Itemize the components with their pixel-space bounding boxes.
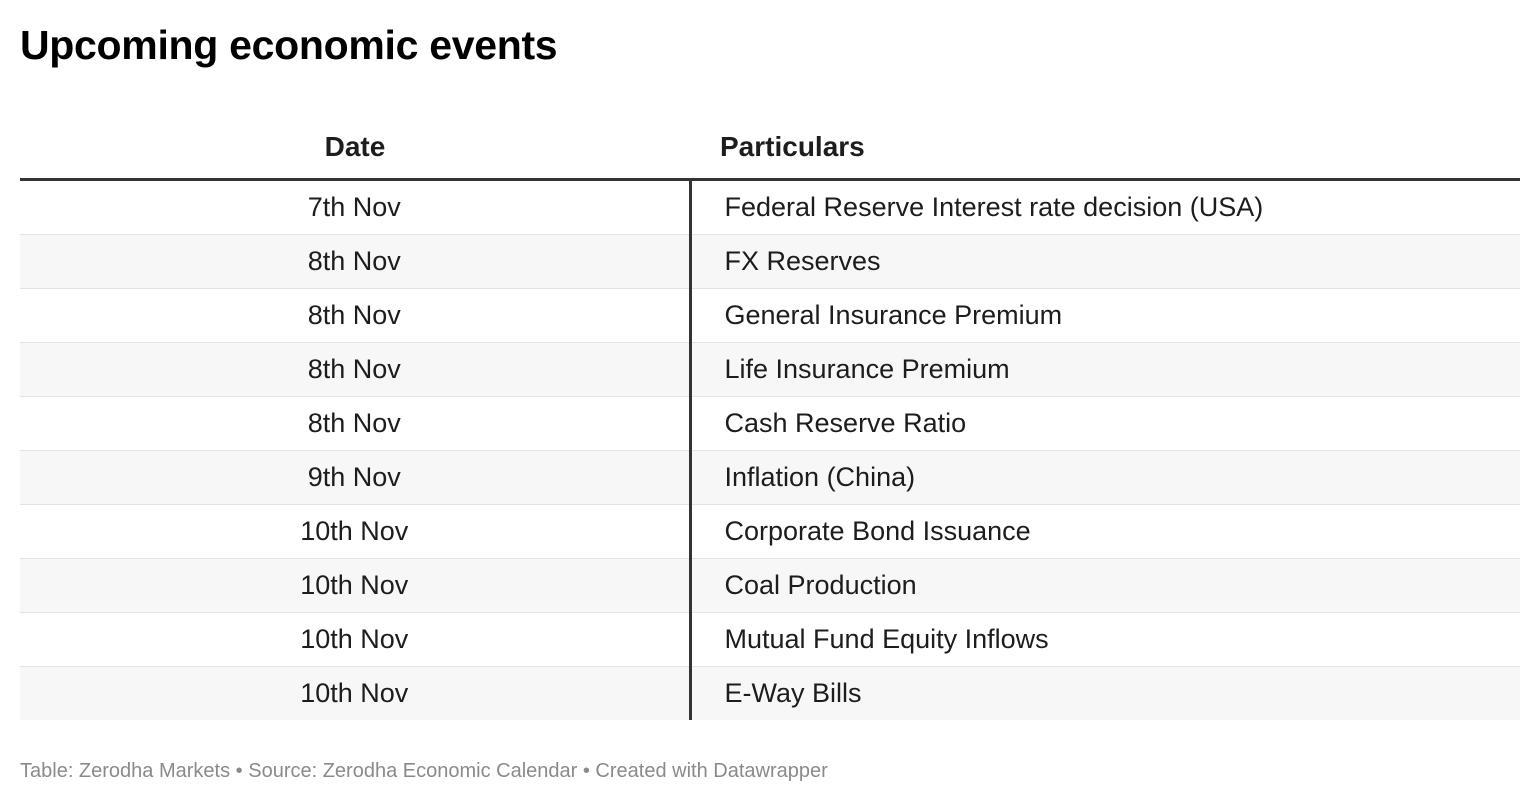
- cell-particulars: Inflation (China): [690, 450, 1520, 505]
- table-header: Date Particulars: [20, 116, 1520, 181]
- cell-particulars: General Insurance Premium: [690, 288, 1520, 343]
- cell-particulars: Federal Reserve Interest rate decision (…: [690, 179, 1520, 235]
- cell-date: 10th Nov: [20, 612, 692, 667]
- header-row: Date Particulars: [20, 116, 1520, 181]
- footer-separator: •: [577, 760, 596, 782]
- cell-particulars: Corporate Bond Issuance: [690, 504, 1520, 559]
- footer-source: Source: Zerodha Economic Calendar: [248, 760, 578, 782]
- table-row: 9th Nov Inflation (China): [20, 450, 1520, 505]
- table-row: 8th Nov FX Reserves: [20, 234, 1520, 289]
- cell-date: 7th Nov: [20, 179, 692, 235]
- column-header-particulars[interactable]: Particulars: [690, 116, 1520, 181]
- events-table-container: Date Particulars 7th Nov Federal Reserve …: [20, 116, 1520, 720]
- cell-particulars: Life Insurance Premium: [690, 342, 1520, 397]
- cell-particulars: Cash Reserve Ratio: [690, 396, 1520, 451]
- cell-particulars: E-Way Bills: [690, 666, 1520, 720]
- cell-date: 8th Nov: [20, 342, 692, 397]
- cell-date: 10th Nov: [20, 666, 692, 720]
- cell-date: 8th Nov: [20, 234, 692, 289]
- table-row: 10th Nov Coal Production: [20, 558, 1520, 613]
- cell-particulars: FX Reserves: [690, 234, 1520, 289]
- table-row: 8th Nov General Insurance Premium: [20, 288, 1520, 343]
- events-table: Date Particulars 7th Nov Federal Reserve …: [20, 116, 1520, 720]
- table-row: 8th Nov Life Insurance Premium: [20, 342, 1520, 397]
- cell-particulars: Mutual Fund Equity Inflows: [690, 612, 1520, 667]
- table-row: 10th Nov Corporate Bond Issuance: [20, 504, 1520, 559]
- cell-date: 8th Nov: [20, 396, 692, 451]
- footer-created-with: Created with Datawrapper: [595, 760, 828, 782]
- table-body: 7th Nov Federal Reserve Interest rate dec…: [20, 179, 1520, 720]
- chart-title: Upcoming economic events: [20, 22, 558, 68]
- cell-date: 10th Nov: [20, 504, 692, 559]
- table-row: 7th Nov Federal Reserve Interest rate dec…: [20, 179, 1520, 235]
- cell-date: 9th Nov: [20, 450, 692, 505]
- footer-separator: •: [230, 760, 249, 782]
- cell-particulars: Coal Production: [690, 558, 1520, 613]
- table-row: 8th Nov Cash Reserve Ratio: [20, 396, 1520, 451]
- cell-date: 8th Nov: [20, 288, 692, 343]
- column-header-date[interactable]: Date: [20, 116, 690, 181]
- cell-date: 10th Nov: [20, 558, 692, 613]
- table-row: 10th Nov Mutual Fund Equity Inflows: [20, 612, 1520, 667]
- table-row: 10th Nov E-Way Bills: [20, 666, 1520, 720]
- footer-table-label: Table: Zerodha Markets: [20, 760, 231, 782]
- footer-credits: Table: Zerodha Markets • Source: Zerodha…: [20, 760, 828, 783]
